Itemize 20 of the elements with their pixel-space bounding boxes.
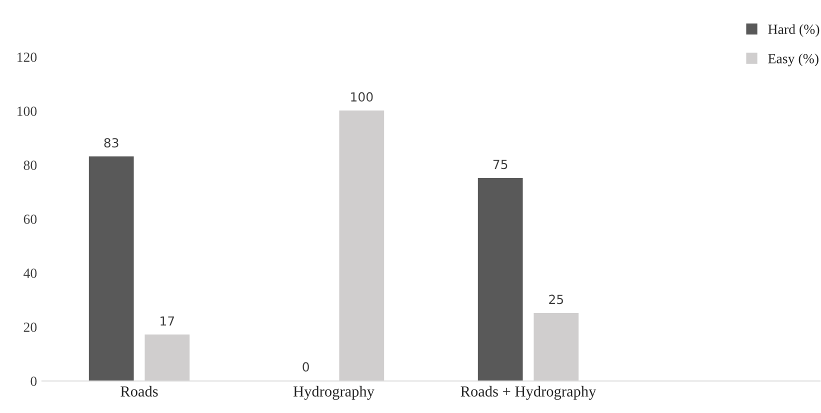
x-tick-label: Hydrography [293, 386, 374, 400]
x-tick-label: Roads [120, 386, 158, 397]
y-tick-label: 80 [24, 160, 37, 170]
bar [88, 156, 134, 381]
x-tick-label: Roads + Hydrography [460, 386, 596, 400]
data-label: 83 [104, 138, 118, 148]
data-label: 25 [549, 294, 564, 304]
bar [478, 178, 523, 381]
y-tick-label: 0 [30, 376, 37, 386]
y-tick-label: 60 [24, 214, 37, 224]
y-tick-label: 40 [24, 268, 37, 278]
data-label: 100 [351, 92, 373, 102]
y-tick-label: 20 [24, 322, 37, 332]
data-label: 0 [302, 362, 309, 372]
data-label: 75 [493, 160, 508, 170]
legend-label: Hard (%) [768, 24, 820, 37]
data-label: 17 [160, 316, 174, 326]
y-tick-label: 120 [18, 52, 37, 62]
y-tick-label: 100 [18, 106, 37, 116]
legend-label: Easy (%) [768, 54, 818, 66]
